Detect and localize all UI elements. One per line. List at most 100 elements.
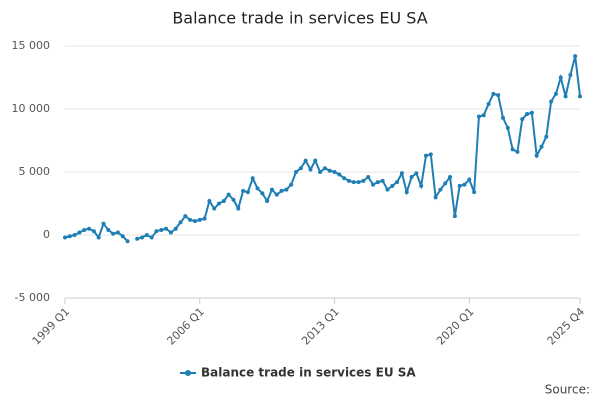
- point: [226, 192, 231, 197]
- point: [188, 217, 193, 222]
- point: [77, 230, 82, 235]
- point: [159, 227, 164, 232]
- point: [260, 191, 265, 196]
- point: [496, 93, 501, 98]
- y-tick-label: 0: [43, 228, 50, 241]
- point: [144, 233, 149, 237]
- point: [289, 182, 294, 187]
- legend-marker: [185, 370, 191, 376]
- point: [419, 183, 424, 188]
- point: [101, 221, 106, 226]
- point: [178, 220, 183, 225]
- point: [443, 181, 448, 186]
- point: [573, 54, 578, 59]
- x-tick-label: 2006 Q1: [164, 305, 207, 348]
- point: [164, 226, 169, 231]
- point: [207, 198, 212, 203]
- y-tick-label: 5 000: [19, 165, 51, 178]
- point: [318, 170, 323, 174]
- point: [515, 149, 520, 154]
- source: Source:: [545, 383, 590, 397]
- point: [96, 235, 101, 240]
- point: [236, 206, 241, 211]
- point: [452, 214, 457, 219]
- point: [63, 235, 67, 240]
- point: [529, 110, 534, 115]
- point: [192, 219, 197, 224]
- point: [457, 183, 462, 188]
- line: [64, 55, 581, 242]
- point: [476, 114, 481, 119]
- point: [399, 171, 404, 176]
- point: [448, 175, 453, 180]
- point: [197, 217, 202, 222]
- point: [294, 170, 299, 174]
- point: [327, 168, 332, 173]
- point: [414, 171, 419, 176]
- point: [467, 177, 472, 182]
- point: [217, 201, 222, 206]
- point: [578, 94, 582, 99]
- point: [245, 190, 250, 195]
- point: [265, 198, 270, 203]
- y-tick-label: -5 000: [15, 291, 50, 304]
- point: [125, 239, 130, 244]
- point: [472, 190, 477, 195]
- point: [390, 183, 395, 188]
- point: [520, 117, 525, 122]
- point: [361, 178, 366, 183]
- point: [231, 197, 236, 202]
- point: [351, 180, 356, 185]
- point: [168, 230, 173, 235]
- point: [491, 91, 496, 96]
- point: [183, 214, 188, 219]
- point: [346, 178, 351, 183]
- point: [255, 186, 260, 191]
- point: [337, 172, 342, 177]
- point: [544, 134, 549, 139]
- point: [525, 112, 530, 117]
- point: [308, 167, 313, 172]
- point: [82, 227, 87, 232]
- point: [510, 147, 515, 152]
- point: [404, 190, 409, 195]
- y-tick-label: 15 000: [12, 39, 51, 52]
- point: [173, 226, 178, 231]
- point: [409, 175, 414, 180]
- point: [87, 226, 92, 231]
- point: [313, 158, 318, 163]
- point: [91, 229, 96, 234]
- x-tick-label: 2025 Q4: [545, 305, 588, 348]
- point: [371, 182, 376, 187]
- x-tick-label: 1999 Q1: [30, 305, 73, 348]
- point: [553, 91, 558, 96]
- point: [462, 182, 467, 187]
- point: [428, 152, 433, 157]
- point: [500, 115, 505, 120]
- x-tick-label: 2013 Q1: [299, 305, 342, 348]
- point: [366, 175, 371, 180]
- point: [72, 233, 77, 237]
- point: [274, 192, 279, 197]
- x-tick-label: 2020 Q1: [434, 305, 477, 348]
- point: [284, 187, 289, 192]
- point: [539, 144, 544, 149]
- legend-label: Balance trade in services EU SA: [201, 366, 416, 380]
- point: [534, 153, 539, 158]
- point: [221, 198, 226, 203]
- point: [149, 235, 154, 240]
- point: [423, 153, 428, 158]
- point: [120, 234, 125, 239]
- point: [202, 216, 207, 221]
- point: [241, 188, 246, 193]
- point: [433, 195, 438, 200]
- point: [549, 99, 554, 104]
- point: [279, 188, 284, 193]
- point: [140, 235, 145, 240]
- point: [269, 187, 274, 192]
- point: [356, 180, 361, 185]
- point: [385, 187, 390, 192]
- point: [438, 187, 443, 192]
- point: [558, 75, 563, 80]
- point: [115, 230, 120, 235]
